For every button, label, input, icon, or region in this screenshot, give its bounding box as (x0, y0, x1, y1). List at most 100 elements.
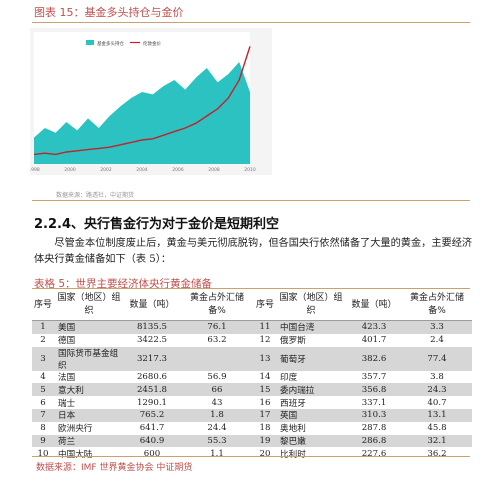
table-cell: 奥地利 (280, 424, 306, 435)
table-cell: 7 (32, 408, 54, 422)
figure-title: 图表 15：基金多头持仓与金价 (34, 6, 184, 19)
table-cell: 14 (259, 371, 271, 382)
table-cell: 18 (259, 423, 271, 434)
table-cell: 56.9 (207, 371, 227, 382)
table-header-row: 序号 国家（地区）组织 数量（吨） 黄金占外汇储备% 序号 国家（地区）组织 数量（吨） 黄金… (32, 290, 472, 321)
table-row: 10 中国大陆 600 1.1 20 比利时 227.6 36.2 (32, 447, 472, 460)
column-header: 黄金占外汇储备% (402, 290, 472, 321)
table-cell: 55.3 (180, 434, 254, 448)
table-cell: 11 (254, 320, 276, 334)
table-cell: 337.1 (361, 397, 387, 408)
table-cell: 1290.1 (136, 397, 168, 408)
table-cell: 24.3 (402, 383, 472, 397)
table-cell: 2451.8 (124, 383, 180, 397)
x-tick-label: 1998 (30, 167, 40, 173)
x-tick-label: 2008 (208, 167, 220, 173)
table-cell: 日本 (54, 408, 124, 422)
table-cell: 310.3 (346, 408, 402, 422)
table-cell: 286.8 (346, 434, 402, 448)
table-cell: 3 (32, 346, 54, 371)
table-cell: 63.2 (207, 335, 227, 346)
table-cell: 比利时 (280, 449, 306, 460)
table-row: 1 美国 8135.5 76.1 11 中国台湾 423.3 3.3 (32, 320, 472, 334)
table-cell: 瑞士 (58, 398, 76, 409)
column-header: 数量（吨） (346, 290, 402, 321)
table-cell: 欧洲央行 (58, 424, 93, 435)
table-cell: 黎巴嫩 (276, 434, 346, 448)
table-cell: 中国大陆 (58, 449, 93, 460)
table-cell: 国际货币基金组织 (54, 346, 124, 371)
table-cell: 德国 (58, 336, 76, 347)
table-cell: 357.7 (361, 371, 387, 382)
table-cell: 3422.5 (136, 335, 168, 346)
x-tick-label: 2000 (64, 167, 76, 173)
table-cell: 640.9 (124, 434, 180, 448)
reserves-table: 序号 国家（地区）组织 数量（吨） 黄金占外汇储备% 序号 国家（地区）组织 数量（吨） 黄金… (32, 290, 472, 460)
legend-label-line: 伦敦金价 (143, 40, 161, 47)
table-cell: 9 (32, 434, 54, 448)
table-cell: 意大利 (54, 383, 124, 397)
table-cell: 2 (40, 335, 46, 346)
legend-swatch-area (86, 40, 94, 45)
table-cell: 17 (254, 408, 276, 422)
table-cell: 356.8 (346, 383, 402, 397)
table-cell: 287.8 (361, 423, 387, 434)
table-cell: 36.2 (427, 448, 447, 459)
table-row: 2 德国 3422.5 63.2 12 俄罗斯 401.7 2.4 (32, 334, 472, 347)
divider (32, 288, 470, 289)
table-cell: 12 (259, 335, 271, 346)
table-cell: 77.4 (402, 346, 472, 371)
table-cell: 8 (40, 423, 46, 434)
table-cell: 3.3 (402, 320, 472, 334)
table-cell: 美国 (54, 320, 124, 334)
table-cell: 24.4 (207, 423, 227, 434)
table-cell: 3217.3 (124, 346, 180, 371)
table-cell: 641.7 (139, 423, 165, 434)
column-header: 数量（吨） (124, 290, 180, 321)
paragraph: 尽管金本位制度废止后，黄金与美元彻底脱钩，但各国央行依然储备了大量的黄金，主要经… (34, 238, 473, 265)
table-row: 8 欧洲央行 641.7 24.4 18 奥地利 287.8 45.8 (32, 422, 472, 435)
table-cell: 1 (32, 320, 54, 334)
table-cell: 1.1 (210, 448, 224, 459)
divider (32, 200, 470, 201)
table-row: 3 国际货币基金组织 3217.3 13 葡萄牙 382.6 77.4 (32, 346, 472, 371)
table-cell: 英国 (276, 408, 346, 422)
column-header: 国家（地区）组织 (54, 290, 124, 321)
table-cell: 俄罗斯 (280, 336, 306, 347)
section-heading: 2.2.4、央行售金行为对于金价是短期利空 (34, 217, 280, 232)
x-tick-label: 2006 (172, 167, 184, 173)
table-cell: 19 (254, 434, 276, 448)
table-cell: 13.1 (402, 408, 472, 422)
x-tick-label: 2002 (100, 167, 112, 173)
table-cell: 40.7 (427, 397, 447, 408)
table-row: 9 荷兰 640.9 55.3 19 黎巴嫩 286.8 32.1 (32, 434, 472, 448)
table-cell: 401.7 (361, 335, 387, 346)
table-cell: 76.1 (180, 320, 254, 334)
table-cell: 2680.6 (136, 371, 168, 382)
chart-svg: 基金多头持仓 伦敦金价 1998 2000 2002 2004 2006 2008 2010 (28, 32, 256, 173)
table-row: 4 法国 2680.6 56.9 14 印度 357.7 3.8 (32, 371, 472, 384)
table-cell: 66 (180, 383, 254, 397)
table-cell: 3.8 (430, 371, 444, 382)
line-series (33, 46, 251, 156)
table-cell: 西班牙 (280, 398, 306, 409)
column-header: 国家（地区）组织 (276, 290, 346, 321)
legend-label-area: 基金多头持仓 (97, 40, 124, 47)
table-cell: 600 (143, 448, 161, 459)
table-cell: 45.8 (427, 423, 447, 434)
table-cell: 4 (40, 371, 46, 382)
table-cell: 10 (37, 448, 49, 459)
table-cell: 5 (32, 383, 54, 397)
table-cell: 765.2 (124, 408, 180, 422)
column-header: 序号 (254, 290, 276, 321)
table-cell: 法国 (58, 372, 76, 383)
table-cell: 8135.5 (124, 320, 180, 334)
divider (32, 456, 470, 457)
table-cell: 32.1 (402, 434, 472, 448)
table-cell: 16 (259, 397, 271, 408)
table-cell: 2.4 (430, 335, 444, 346)
table-cell: 印度 (280, 372, 298, 383)
x-tick-label: 2004 (136, 167, 148, 173)
chart-area: 基金多头持仓 伦敦金价 1998 2000 2002 2004 2006 2008 2010 (28, 28, 272, 175)
table-cell: 6 (40, 397, 46, 408)
